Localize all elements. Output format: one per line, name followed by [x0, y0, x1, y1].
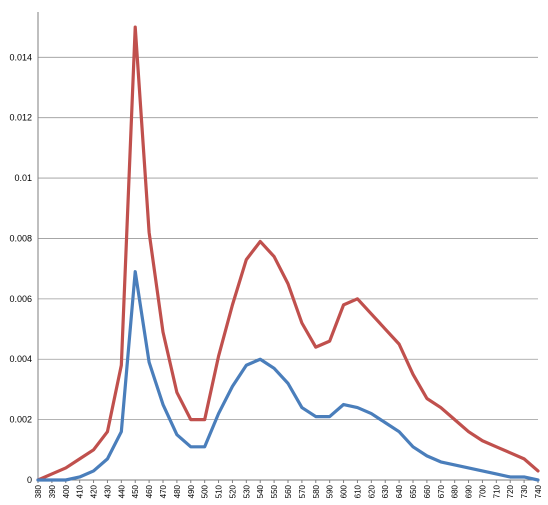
- x-tick-label: 560: [284, 484, 293, 498]
- x-tick-label: 650: [409, 484, 418, 498]
- x-tick-label: 380: [34, 484, 43, 498]
- x-tick-label: 410: [76, 484, 85, 498]
- x-tick-label: 510: [215, 484, 224, 498]
- x-tick-label: 670: [437, 484, 446, 498]
- y-tick-label: 0.01: [14, 173, 32, 183]
- x-tick-label: 550: [270, 484, 279, 498]
- x-tick-label: 440: [117, 484, 126, 498]
- x-tick-label: 600: [340, 484, 349, 498]
- x-tick-label: 530: [242, 484, 251, 498]
- y-tick-label: 0.004: [9, 354, 32, 364]
- y-tick-label: 0.006: [9, 294, 32, 304]
- y-tick-labels: 0 0.002 0.004 0.006 0.008 0.01 0.012 0.014: [9, 52, 32, 485]
- x-tick-label: 500: [201, 484, 210, 498]
- gridlines: [38, 56, 538, 421]
- series-line-1: [36, 270, 540, 482]
- x-tick-label: 480: [173, 484, 182, 498]
- x-tick-label: 570: [298, 484, 307, 498]
- x-tick-label: 420: [90, 484, 99, 498]
- x-tick-label: 610: [353, 484, 362, 498]
- x-tick-label: 640: [395, 484, 404, 498]
- x-tick-label: 680: [451, 484, 460, 498]
- x-tick-label: 430: [103, 484, 112, 498]
- x-tick-label: 620: [367, 484, 376, 498]
- series-lines: [36, 25, 540, 482]
- x-tick-label: 590: [326, 484, 335, 498]
- y-tick-label: 0.002: [9, 415, 32, 425]
- y-tick-label: 0.008: [9, 233, 32, 243]
- x-tick-label: 400: [62, 484, 71, 498]
- x-tick-label: 580: [312, 484, 321, 498]
- x-tick-label: 490: [187, 484, 196, 498]
- series-line-0: [36, 25, 540, 482]
- x-tick-label: 720: [506, 484, 515, 498]
- x-tick-label: 740: [534, 484, 543, 498]
- x-tick-label: 520: [228, 484, 237, 498]
- x-tick-label: 450: [131, 484, 140, 498]
- x-tick-label: 690: [465, 484, 474, 498]
- x-tick-label: 730: [520, 484, 529, 498]
- x-tick-label: 660: [423, 484, 432, 498]
- x-tick-label: 700: [478, 484, 487, 498]
- x-tick-label: 710: [492, 484, 501, 498]
- x-tick-label: 630: [381, 484, 390, 498]
- y-tick-label: 0.012: [9, 113, 32, 123]
- y-tick-label: 0.014: [9, 52, 32, 62]
- x-tick-labels: 380 390 400 410 420 430 440 450 460 470 480 490 500 5…: [34, 484, 543, 498]
- x-tick-label: 470: [159, 484, 168, 498]
- x-tick-label: 460: [145, 484, 154, 498]
- x-tick-label: 540: [256, 484, 265, 498]
- x-tick-label: 390: [48, 484, 57, 498]
- y-tick-label: 0: [27, 475, 32, 485]
